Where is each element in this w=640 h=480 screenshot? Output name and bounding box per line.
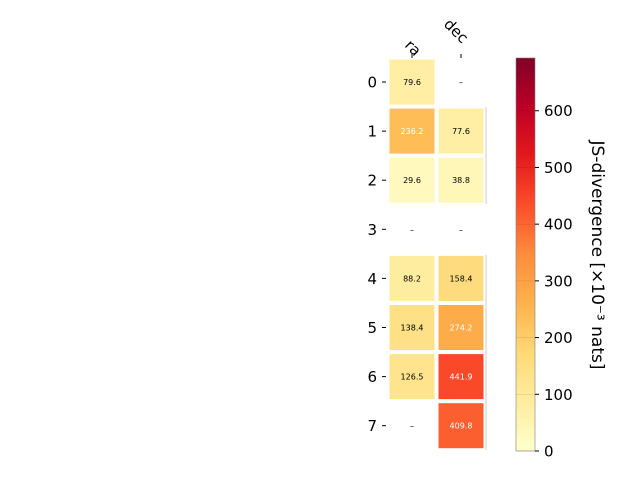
cell-value-label: 441.9	[450, 373, 473, 382]
row-label: 5	[367, 319, 377, 337]
row-label: 2	[367, 172, 377, 190]
row-label: 4	[367, 270, 377, 288]
heatmap-cell	[438, 305, 484, 350]
column-labels: ra dec	[401, 15, 472, 60]
row-labels: 0 1 2 3 4 5 6 7	[367, 74, 377, 436]
cell-value-label: 138.4	[401, 324, 424, 333]
heatmap-cell	[438, 157, 484, 203]
heatmap-cell	[389, 305, 435, 350]
heatmap-cell	[389, 108, 435, 154]
cell-value-label: –	[459, 225, 463, 234]
row-label: 1	[367, 123, 377, 141]
colorbar-tick-label: 500	[544, 159, 573, 177]
heatmap-cell	[389, 255, 435, 301]
colorbar: 0 100 200 300 400 500 600 JS-divergence [×10⁻³…	[515, 57, 607, 461]
cell-value-label: –	[459, 78, 463, 87]
cell-value-label: 88.2	[403, 274, 421, 283]
cell-value-label: 158.4	[450, 274, 473, 283]
row-label: 6	[367, 368, 377, 386]
heatmap-cell	[438, 403, 484, 449]
colorbar-tick-label: 0	[544, 443, 554, 461]
cell-value-label: 79.6	[403, 78, 421, 87]
row-label: 7	[367, 417, 377, 435]
cell-value-label: 29.6	[403, 176, 421, 185]
colorbar-tick-label: 200	[544, 329, 573, 347]
axis-ticks	[382, 54, 462, 427]
colorbar-ticks: 0 100 200 300 400 500 600	[516, 102, 573, 461]
row-label: 0	[367, 74, 377, 92]
colorbar-label: JS-divergence [×10⁻³ nats]	[587, 140, 607, 370]
heatmap-cell	[389, 354, 435, 400]
colorbar-tick-label: 100	[544, 386, 573, 404]
heatmap-cell	[438, 255, 484, 301]
cell-value-label: –	[410, 225, 414, 234]
cell-value-label: 38.8	[452, 176, 470, 185]
cell-value-label: 409.8	[450, 422, 473, 431]
column-label-ra: ra	[401, 36, 425, 60]
colorbar-tick-label: 400	[544, 216, 573, 234]
cell-value-label: –	[410, 422, 414, 431]
heatmap-cell	[438, 108, 484, 154]
cell-value-label: 236.2	[401, 127, 424, 136]
heatmap-cell	[438, 354, 484, 400]
cell-value-label: 126.5	[401, 373, 424, 382]
colorbar-gradient	[515, 57, 536, 452]
colorbar-tick-label: 600	[544, 102, 573, 120]
row-label: 3	[367, 221, 377, 239]
colorbar-tick-label: 300	[544, 272, 573, 290]
column-label-dec: dec	[440, 15, 472, 47]
heatmap-cell	[389, 59, 435, 105]
cell-value-label: 77.6	[452, 127, 470, 136]
heatmap-cell	[389, 157, 435, 203]
heatmap-cells: 79.6 – 236.2 77.6 29.6 38.8 – – 88.2 158.4 138.4 27…	[389, 59, 484, 449]
cell-value-label: 274.2	[450, 324, 473, 333]
